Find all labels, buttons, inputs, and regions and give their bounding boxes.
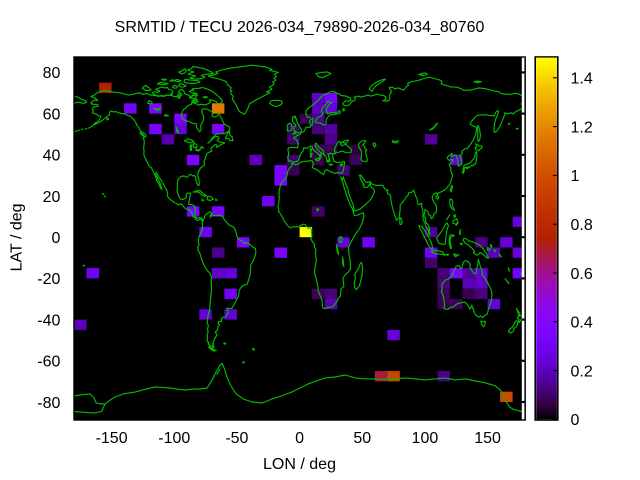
svg-text:0.4: 0.4 xyxy=(571,315,593,332)
svg-text:SRMTID / TECU 2026-034_79890-2: SRMTID / TECU 2026-034_79890-2026-034_80… xyxy=(115,19,485,36)
svg-text:0.6: 0.6 xyxy=(571,266,593,283)
svg-text:-100: -100 xyxy=(158,430,190,447)
svg-text:100: 100 xyxy=(412,430,439,447)
svg-text:-80: -80 xyxy=(37,395,60,412)
svg-text:-60: -60 xyxy=(37,354,60,371)
svg-text:150: 150 xyxy=(474,430,501,447)
svg-text:-20: -20 xyxy=(37,271,60,288)
svg-text:LAT / deg: LAT / deg xyxy=(9,203,26,271)
svg-text:-40: -40 xyxy=(37,312,60,329)
svg-text:20: 20 xyxy=(43,189,61,206)
svg-text:0: 0 xyxy=(571,412,580,429)
svg-text:0: 0 xyxy=(51,230,60,247)
svg-text:80: 80 xyxy=(43,65,61,82)
svg-text:40: 40 xyxy=(43,148,61,165)
svg-text:LON / deg: LON / deg xyxy=(263,456,336,473)
svg-text:0.2: 0.2 xyxy=(571,363,593,380)
svg-text:1.2: 1.2 xyxy=(571,119,593,136)
svg-text:0: 0 xyxy=(295,430,304,447)
svg-text:60: 60 xyxy=(43,106,61,123)
svg-text:0.8: 0.8 xyxy=(571,217,593,234)
svg-text:-150: -150 xyxy=(96,430,128,447)
svg-text:50: 50 xyxy=(353,430,371,447)
svg-text:1: 1 xyxy=(571,168,580,185)
svg-text:1.4: 1.4 xyxy=(571,71,593,88)
svg-text:-50: -50 xyxy=(225,430,248,447)
